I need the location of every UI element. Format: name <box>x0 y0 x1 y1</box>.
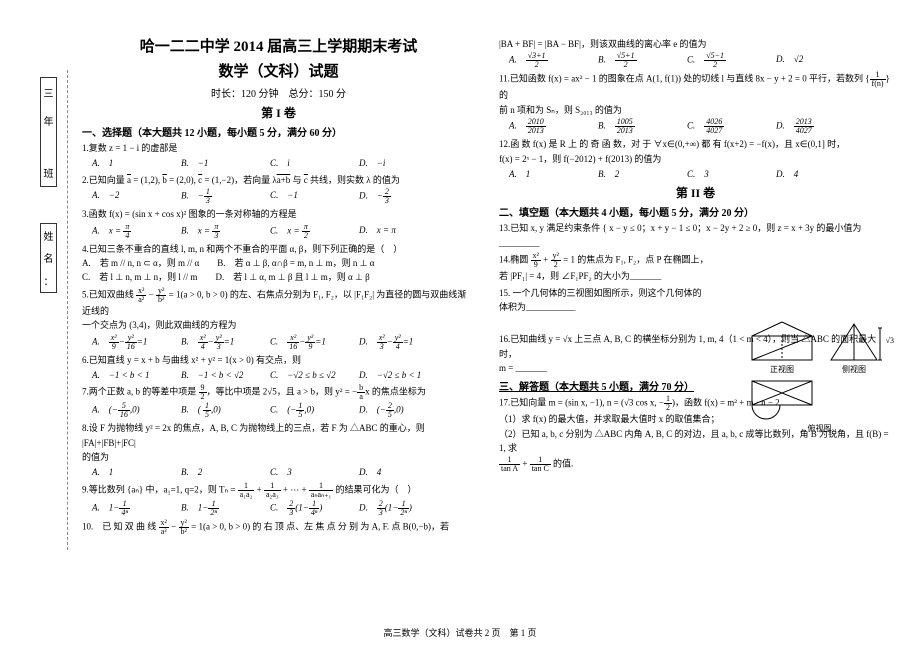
q3: 3.函数 f(x) = (sin x + cos x)² 图象的一条对称轴的方程… <box>82 207 475 239</box>
q5-A: A. x²9−y²16=1 <box>92 334 167 351</box>
exam-title: 哈一二二中学 2014 届高三上学期期末考试 <box>82 35 475 56</box>
q3-A: A. x = π4 <box>92 223 167 240</box>
q12-A: A. 1 <box>509 167 584 181</box>
q4: 4.已知三条不重合的直线 l, m, n 和两个不重合的平面 α, β，则下列正… <box>82 242 475 285</box>
page-footer: 高三数学（文科）试卷共 2 页 第 1 页 <box>0 626 920 639</box>
q15-stem: 15. 一个几何体的三视图如图所示，则这个几何体的 <box>499 288 702 298</box>
q8-stem: 8.设 F 为抛物线 y² = 2x 的焦点，A, B, C 为抛物线上的三点，… <box>82 423 425 447</box>
q17-p1: （1）求 f(x) 的最大值，并求取最大值时 x 的取值集合； <box>499 414 720 424</box>
q10-C: C. √5−12 <box>687 52 762 69</box>
q3-C: C. x = π2 <box>270 223 345 240</box>
q6-D: D. −√2 ≤ b < 1 <box>359 368 434 382</box>
section-2-head: 二、填空题（本大题共 4 小题，每小题 5 分，满分 20 分） <box>499 204 892 219</box>
q4-C: C. 若 l ⊥ n, m ⊥ n，则 l // m <box>82 272 197 282</box>
q17: 17.已知向量 m = (sin x, −1), n = (√3 cos x, … <box>499 395 892 472</box>
q8-C: C. 3 <box>270 465 345 479</box>
q17-p2: （2）已知 a, b, c 分别为 △ABC 内角 A, B, C 的对边，且 … <box>499 429 889 453</box>
left-column: 哈一二二中学 2014 届高三上学期期末考试 数学（文科）试题 时长：120 分… <box>82 35 475 536</box>
q12: 12.函 数 f(x) 是 R 上 的 奇 函 数，对 于 ∀x∈(0,+∞) … <box>499 137 892 181</box>
q11-D: D. 20134027 <box>776 118 851 135</box>
right-column: |BA + BF| = |BA − BF|，则该双曲线的离心率 e 的值为 A.… <box>499 35 892 536</box>
q9-D: D. 23(1−12ⁿ) <box>359 500 434 517</box>
q6-A: A. −1 < b < 1 <box>92 368 167 382</box>
volume-2-header: 第 II 卷 <box>499 184 892 201</box>
q10-B: B. √5+12 <box>598 52 673 69</box>
volume-1-header: 第 I 卷 <box>82 104 475 121</box>
q6: 6.已知直线 y = x + b 与曲线 x² + y² = 1(x > 0) … <box>82 353 475 383</box>
q4-stem: 4.已知三条不重合的直线 l, m, n 和两个不重合的平面 α, β，则下列正… <box>82 244 402 254</box>
q5-D: D. x²3−y²4=1 <box>359 334 434 351</box>
q8: 8.设 F 为抛物线 y² = 2x 的焦点，A, B, C 为抛物线上的三点，… <box>82 421 475 480</box>
q1-B: B. −1 <box>181 156 256 170</box>
name-label-1: 姓 <box>44 228 54 243</box>
q8-D: D. 4 <box>359 465 434 479</box>
q6-B: B. −1 < b < √2 <box>181 368 256 382</box>
q1-A: A. 1 <box>92 156 167 170</box>
q7: 7.两个正数 a, b 的等差中项是 92，等比中项是 2√5，且 a > b，… <box>82 384 475 419</box>
q3-stem: 3.函数 f(x) = (sin x + cos x)² 图象的一条对称轴的方程… <box>82 209 297 219</box>
year-label: 年 <box>44 113 54 128</box>
q5-C: C. x²16−y²9=1 <box>270 334 345 351</box>
q12-C: C. 3 <box>687 167 762 181</box>
q5: 5.已知双曲线 x²a² − y²b² = 1(a > 0, b > 0) 的左… <box>82 287 475 351</box>
q2-A: A. −2 <box>92 188 167 205</box>
q8-A: A. 1 <box>92 465 167 479</box>
q10-D: D. √2 <box>776 52 851 69</box>
q7-C: C. (−15,0) <box>270 402 345 419</box>
q9: 9.等比数列 {aₙ} 中，a₁=1, q=2，则 Tₙ = 1a₁a₂ + 1… <box>82 482 475 517</box>
q2-D: D. −23 <box>359 188 434 205</box>
q9-A: A. 1−14ⁿ <box>92 500 167 517</box>
q12-B: B. 2 <box>598 167 673 181</box>
q4-B: B. 若 α ⊥ β, α∩β = m, n ⊥ m，则 n ⊥ α <box>217 258 374 268</box>
q7-B: B. ( 15,0) <box>181 402 256 419</box>
colon: ： <box>44 273 54 288</box>
exam-subtitle: 数学（文科）试题 <box>82 60 475 81</box>
q13-stem: 13.已知 x, y 满足约束条件 { x − y ≤ 0；x + y − 1 … <box>499 223 861 247</box>
section-1-head: 一、选择题（本大题共 12 小题，每小题 5 分，满分 60 分） <box>82 124 475 139</box>
q14: 14.椭圆 x²9 + y²2 = 1 的焦点为 F₁, F₂，点 P 在椭圆上… <box>499 252 754 283</box>
q2-C: C. −1 <box>270 188 345 205</box>
page: 哈一二二中学 2014 届高三上学期期末考试 数学（文科）试题 时长：120 分… <box>82 35 892 536</box>
q5-B: B. x²4−y²3=1 <box>181 334 256 351</box>
margin-box-grade: 三 年 班 <box>40 77 57 187</box>
q9-C: C. 23(1−14ⁿ) <box>270 500 345 517</box>
q13: 13.已知 x, y 满足约束条件 { x − y ≤ 0；x + y − 1 … <box>499 221 892 250</box>
q10-A: A. √3+12 <box>509 52 584 69</box>
q8-B: B. 2 <box>181 465 256 479</box>
q1: 1.复数 z = 1 − i 的虚部是 A. 1 B. −1 C. i D. −… <box>82 141 475 171</box>
q11: 11.已知函数 f(x) = ax² − 1 的图象在点 A(1, f(1)) … <box>499 71 892 135</box>
margin-box-name: 姓 名 ： <box>40 223 57 293</box>
q3-D: D. x = π <box>359 223 434 240</box>
q11-A: A. 20102013 <box>509 118 584 135</box>
q6-stem: 6.已知直线 y = x + b 与曲线 x² + y² = 1(x > 0) … <box>82 355 301 365</box>
q4-A: A. 若 m // n, n ⊂ α，则 m // α <box>82 258 199 268</box>
q2-B: B. −13 <box>181 188 256 205</box>
q10-cont: |BA + BF| = |BA − BF|，则该双曲线的离心率 e 的值为 A.… <box>499 37 892 69</box>
q12-D: D. 4 <box>776 167 851 181</box>
q4-D: D. 若 l ⊥ α, m ⊥ β 且 l ⊥ m，则 α ⊥ β <box>215 272 369 282</box>
class-label: 班 <box>44 165 54 180</box>
q10b-stem: |BA + BF| = |BA − BF|，则该双曲线的离心率 e 的值为 <box>499 39 706 49</box>
q1-stem: 1.复数 z = 1 − i 的虚部是 <box>82 143 177 153</box>
q6-C: C. −√2 ≤ b ≤ √2 <box>270 368 345 382</box>
q7-D: D. (−25,0) <box>359 402 434 419</box>
q1-C: C. i <box>270 156 345 170</box>
q1-D: D. −i <box>359 156 434 170</box>
exam-meta: 时长：120 分钟 总分：150 分 <box>82 85 475 100</box>
q2: 2.已知向量 a = (1,2), b = (2,0), c = (1,−2)，… <box>82 173 475 205</box>
q7-A: A. (−516,0) <box>92 402 167 419</box>
q15: 15. 一个几何体的三视图如图所示，则这个几何体的 体积为___________ <box>499 286 754 315</box>
grade-label: 三 <box>44 85 54 100</box>
name-label-2: 名 <box>44 250 54 265</box>
q16: 16.已知曲线 y = √x 上三点 A, B, C 的横坐标分别为 1, m,… <box>499 332 892 375</box>
q16-stem: 16.已知曲线 y = √x 上三点 A, B, C 的横坐标分别为 1, m,… <box>499 334 876 358</box>
q11-C: C. 40264027 <box>687 118 762 135</box>
q10: 10. 已 知 双 曲 线 x²a² − y²b² = 1(a > 0, b >… <box>82 519 475 536</box>
q9-B: B. 1−12ⁿ <box>181 500 256 517</box>
q3-B: B. x = π3 <box>181 223 256 240</box>
q11-B: B. 10052013 <box>598 118 673 135</box>
fold-line <box>67 70 68 550</box>
